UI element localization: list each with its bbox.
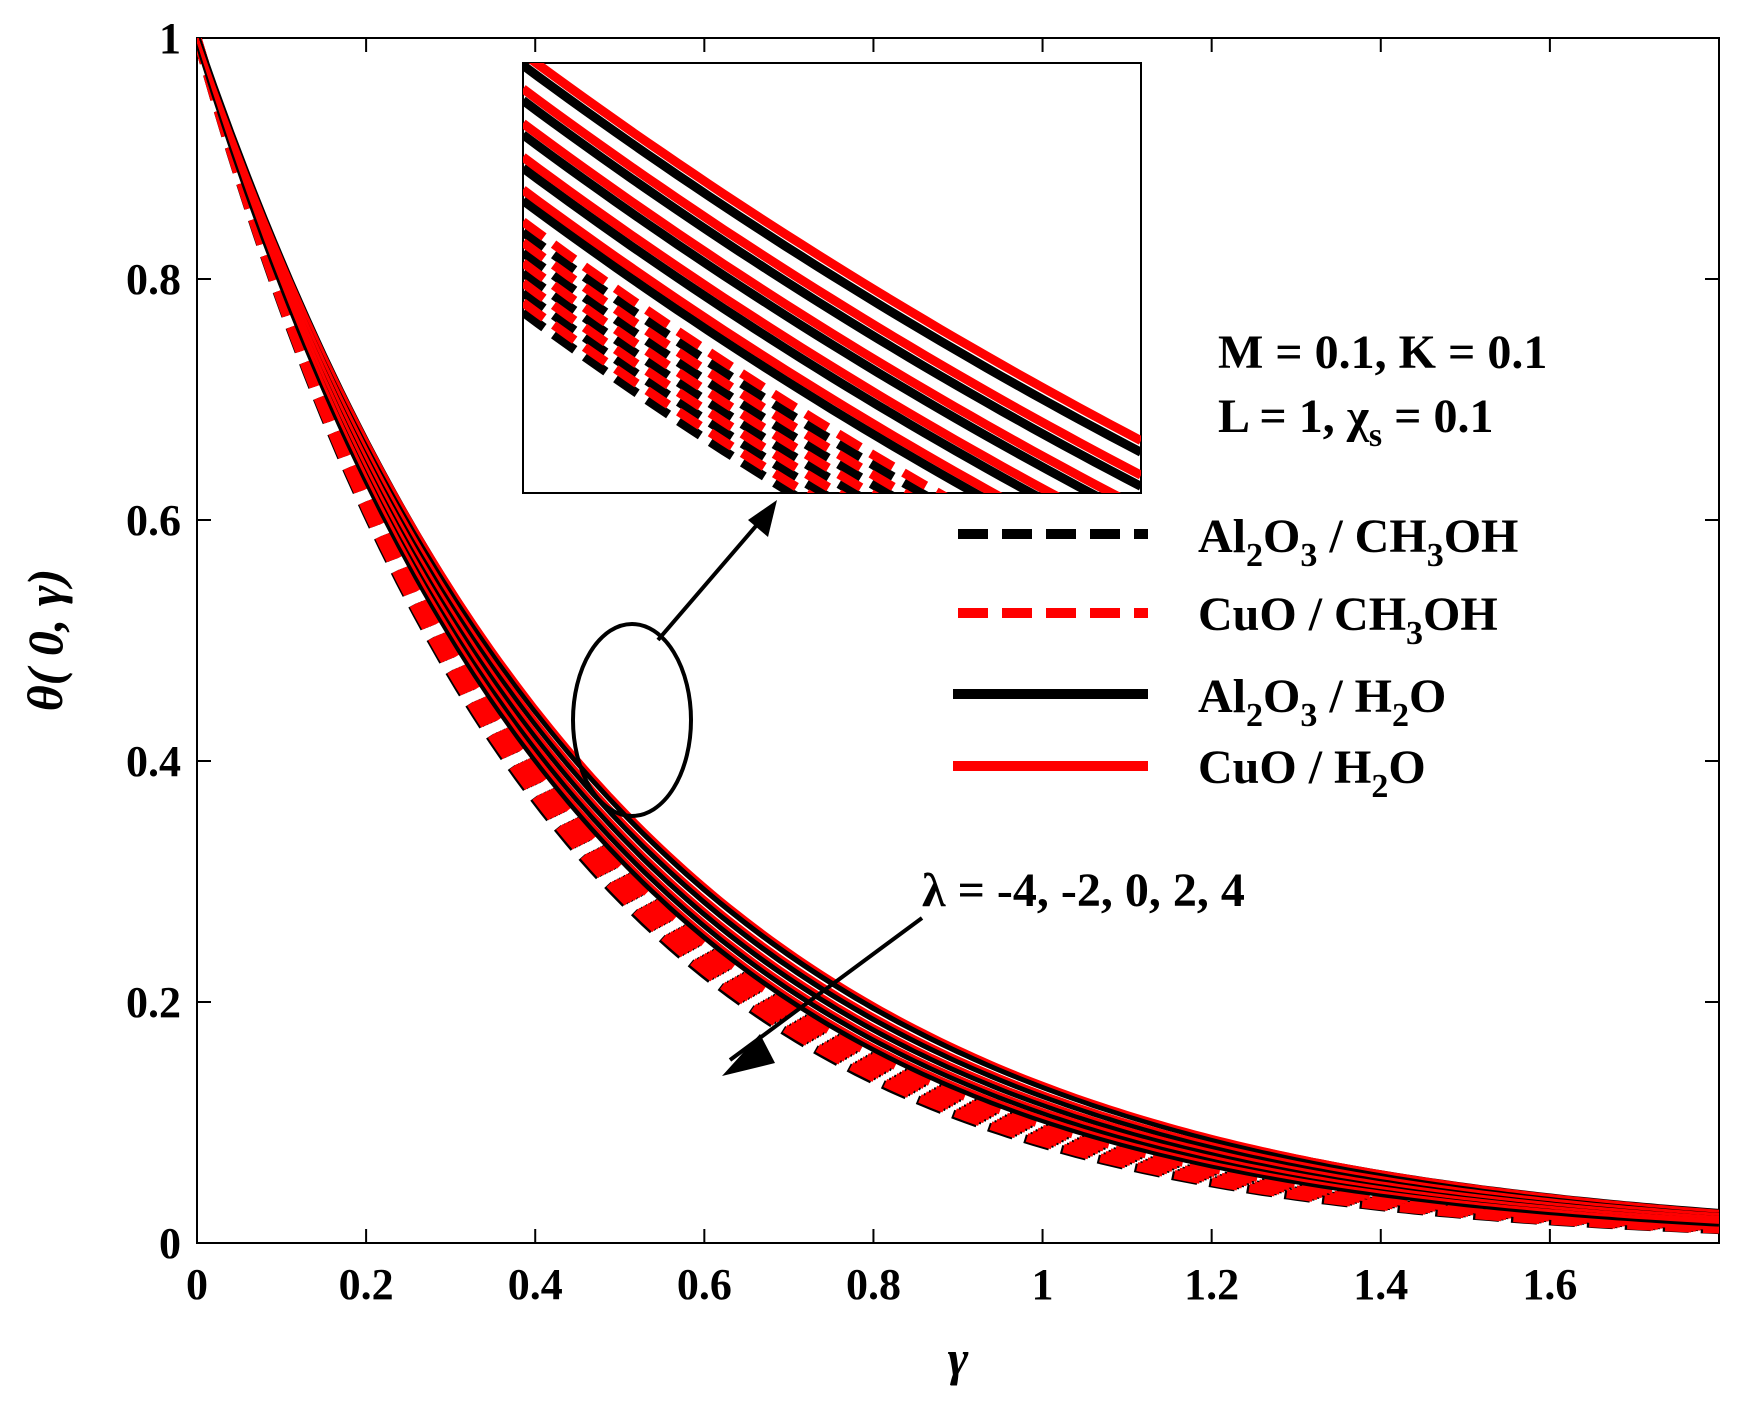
inset-curve-al2o3-ch3oh-lambda--4: [523, 308, 800, 493]
y-tick-label: 0.2: [126, 978, 181, 1027]
curve-al2o3-h2o-lambda-4: [197, 38, 1719, 1216]
y-axis-label: θ( 0, γ): [17, 569, 73, 712]
lambda-label: λ = -4, -2, 0, 2, 4: [922, 864, 1245, 917]
y-tick-label: 0.8: [126, 255, 181, 304]
curve-cuo-h2o-lambda-0: [197, 38, 1719, 1219]
inset-curve-al2o3-h2o-lambda-4: [523, 63, 1141, 457]
inset-curve-cuo-h2o-lambda--2: [523, 153, 1061, 493]
param-line-2-suffix: = 0.1: [1382, 390, 1493, 443]
curves-group: [197, 38, 1719, 1235]
x-axis-label: γ: [948, 1330, 969, 1386]
inset-curve-al2o3-h2o-lambda--4: [523, 196, 984, 493]
inset-curve-al2o3-h2o-lambda-0: [523, 131, 1101, 493]
inset-curve-al2o3-ch3oh-lambda--2: [523, 289, 831, 493]
inset-curve-cuo-ch3oh-lambda-4: [523, 217, 948, 493]
x-tick-label: 0.4: [508, 1260, 563, 1309]
x-tick-label: 1: [1032, 1260, 1054, 1309]
x-tick-label: 0.6: [677, 1260, 732, 1309]
inset-curve-cuo-h2o-lambda--4: [523, 186, 1003, 493]
inset-curve-cuo-ch3oh-lambda--2: [523, 279, 847, 493]
inset-curve-al2o3-h2o-lambda--2: [523, 164, 1041, 493]
x-tick-label: 1.2: [1184, 1260, 1239, 1309]
y-tick-label: 0.4: [126, 737, 181, 786]
x-tick-label: 1.4: [1353, 1260, 1408, 1309]
curve-al2o3-h2o-lambda-2: [197, 38, 1719, 1219]
inset-curve-cuo-ch3oh-lambda-2: [523, 238, 914, 493]
axis-ticks: 0 0.2 0.4 0.6 0.8 1 1.2 1.4 1.6 0 0.2 0.4 0.6 0.8 1: [126, 14, 1719, 1309]
param-line-1: M = 0.1, K = 0.1: [1218, 326, 1547, 379]
inset-lines: [523, 63, 1141, 493]
param-line-2-prefix: L = 1, χ: [1218, 390, 1370, 443]
inset-curve-cuo-h2o-lambda-2: [523, 85, 1141, 480]
x-tick-label: 0.8: [846, 1260, 901, 1309]
inset-curve-al2o3-h2o-lambda-2: [523, 96, 1141, 491]
x-tick-label: 0: [186, 1260, 208, 1309]
inset-curve-al2o3-ch3oh-lambda-2: [523, 248, 897, 493]
curve-cuo-h2o-lambda--2: [197, 38, 1719, 1222]
y-tick-label: 0.6: [126, 496, 181, 545]
zoom-arrow-line: [656, 510, 770, 642]
inset-curve-cuo-ch3oh-lambda-0: [523, 259, 880, 493]
param-line-2: L = 1, χs = 0.1: [1218, 390, 1493, 454]
y-tick-label: 1: [159, 14, 181, 63]
inset-curve-cuo-ch3oh-lambda--4: [523, 298, 816, 493]
zoom-ellipse: [571, 622, 693, 818]
inset-curve-cuo-h2o-lambda-4: [528, 63, 1141, 445]
curve-cuo-h2o-lambda--4: [197, 38, 1719, 1224]
curve-cuo-h2o-lambda-2: [197, 38, 1719, 1216]
inset-curve-al2o3-ch3oh-lambda-4: [523, 228, 931, 493]
x-tick-label: 0.2: [339, 1260, 394, 1309]
inset-curve-cuo-h2o-lambda-0: [523, 119, 1122, 493]
y-tick-label: 0: [159, 1219, 181, 1268]
zoom-arrow-head: [748, 500, 777, 537]
curve-cuo-ch3oh-lambda--4: [197, 38, 1719, 1234]
inset-curve-al2o3-ch3oh-lambda-0: [523, 269, 863, 493]
param-line-2-sub: s: [1369, 417, 1382, 454]
lambda-arrow-head: [722, 1034, 775, 1076]
lambda-arrow-line: [728, 916, 924, 1062]
x-tick-label: 1.6: [1522, 1260, 1577, 1309]
curve-cuo-h2o-lambda-4: [197, 38, 1719, 1213]
